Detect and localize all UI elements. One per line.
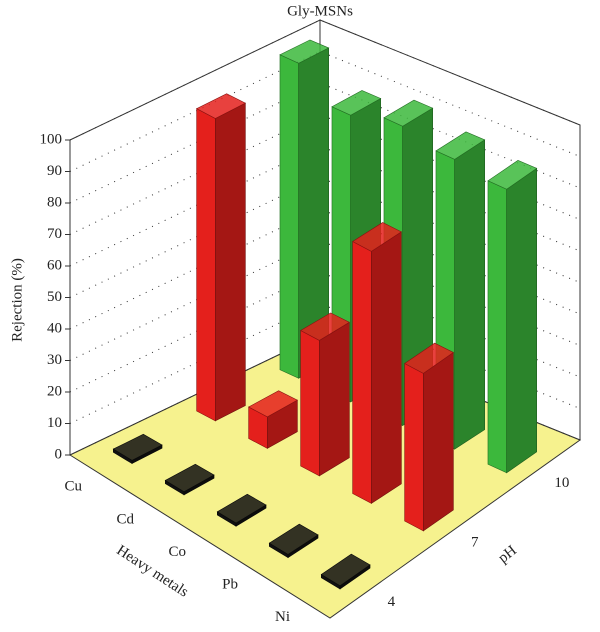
z-tick-label: 90 (47, 163, 62, 179)
z-tick-label: 10 (47, 415, 62, 431)
z-tick-label: 100 (40, 131, 63, 147)
y-axis-label: pH (496, 543, 520, 567)
bar (404, 342, 454, 532)
bar (352, 222, 402, 504)
bar-top (404, 342, 454, 374)
bar-side (454, 139, 485, 450)
x-tick-label: Pb (222, 577, 238, 593)
bar-front (404, 362, 424, 532)
y-tick-label: 4 (388, 594, 396, 610)
x-tick-label: Cd (116, 511, 134, 527)
z-tick-label: 0 (55, 446, 63, 462)
bar (216, 493, 267, 527)
bar-side (319, 321, 350, 477)
bar (195, 93, 247, 422)
bar (279, 39, 330, 379)
x-tick-label: Ni (275, 609, 290, 625)
bar-top (279, 39, 330, 64)
y-tick-label: 7 (471, 534, 479, 550)
bar (320, 553, 371, 590)
y-tick-label: 10 (554, 475, 569, 491)
chart-title: Gly-MSNs (287, 3, 353, 19)
bar-top (300, 312, 350, 341)
bar (112, 433, 163, 465)
bar-top (195, 93, 247, 119)
z-tick-label: 30 (47, 352, 62, 368)
z-tick-label: 70 (47, 226, 62, 242)
bar-side (371, 231, 402, 504)
bar-top (352, 222, 402, 252)
bar-side (506, 167, 537, 474)
bar (487, 160, 538, 474)
bar-top (435, 131, 486, 160)
bar-side (423, 351, 454, 532)
bar-top (331, 90, 382, 116)
bar-front (487, 180, 507, 474)
bar-front (279, 54, 299, 379)
z-tick-label: 60 (47, 257, 62, 273)
z-tick-label: 50 (47, 289, 62, 305)
x-tick-label: Cu (64, 479, 82, 495)
bar-top (164, 463, 215, 493)
bar-top (320, 553, 371, 587)
bar-top (383, 99, 434, 127)
bar (268, 523, 319, 559)
bar-top (248, 390, 299, 418)
bar-front (196, 108, 216, 422)
bar (300, 312, 350, 477)
bar-front (300, 330, 320, 477)
z-tick-label: 80 (47, 194, 62, 210)
bar (248, 390, 299, 449)
bar-top (268, 523, 319, 555)
bar-top (487, 160, 538, 190)
z-tick-label: 20 (47, 383, 62, 399)
bar-top (216, 493, 267, 524)
bar-front (352, 240, 372, 504)
bar (164, 463, 215, 496)
z-tick-label: 40 (47, 320, 62, 336)
z-axis-label: Rejection (%) (9, 258, 25, 342)
bar-top (112, 433, 163, 461)
bar-side (215, 102, 246, 422)
x-tick-label: Co (168, 544, 186, 560)
